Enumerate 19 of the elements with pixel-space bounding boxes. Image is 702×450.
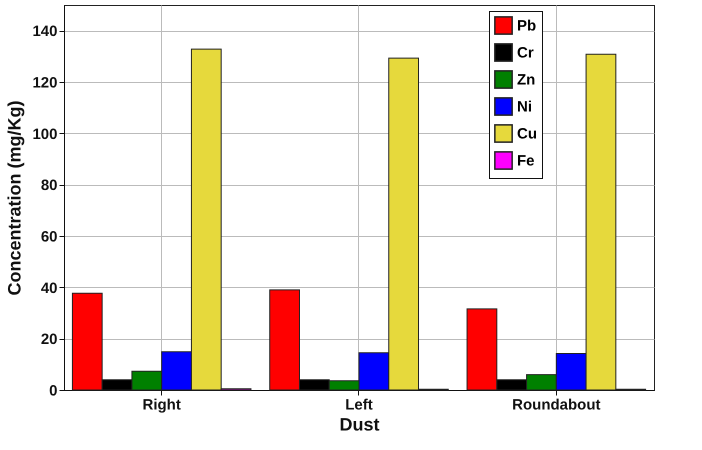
y-tick-label: 60 xyxy=(40,228,58,246)
y-tick-label: 40 xyxy=(40,280,58,297)
legend-label: Pb xyxy=(517,18,536,34)
x-axis-title: Dust xyxy=(340,414,380,434)
legend-label: Zn xyxy=(517,72,536,88)
y-axis-title: Concentration (mg/Kg) xyxy=(4,100,24,296)
y-tick-label: 120 xyxy=(32,74,58,92)
legend-label: Cu xyxy=(517,126,537,142)
x-tick-label: Roundabout xyxy=(512,396,600,414)
legend-label: Cr xyxy=(517,44,534,62)
y-tick-label: 0 xyxy=(49,382,58,400)
y-tick-label: 100 xyxy=(32,126,58,143)
y-tick-label: 20 xyxy=(40,331,58,348)
legend-label: Ni xyxy=(517,98,532,116)
y-tick-label: 80 xyxy=(40,177,58,194)
x-tick-label: Left xyxy=(345,396,373,414)
legend-label: Fe xyxy=(517,152,535,170)
x-tick-label: Right xyxy=(142,396,181,414)
y-tick-label: 140 xyxy=(32,23,58,40)
